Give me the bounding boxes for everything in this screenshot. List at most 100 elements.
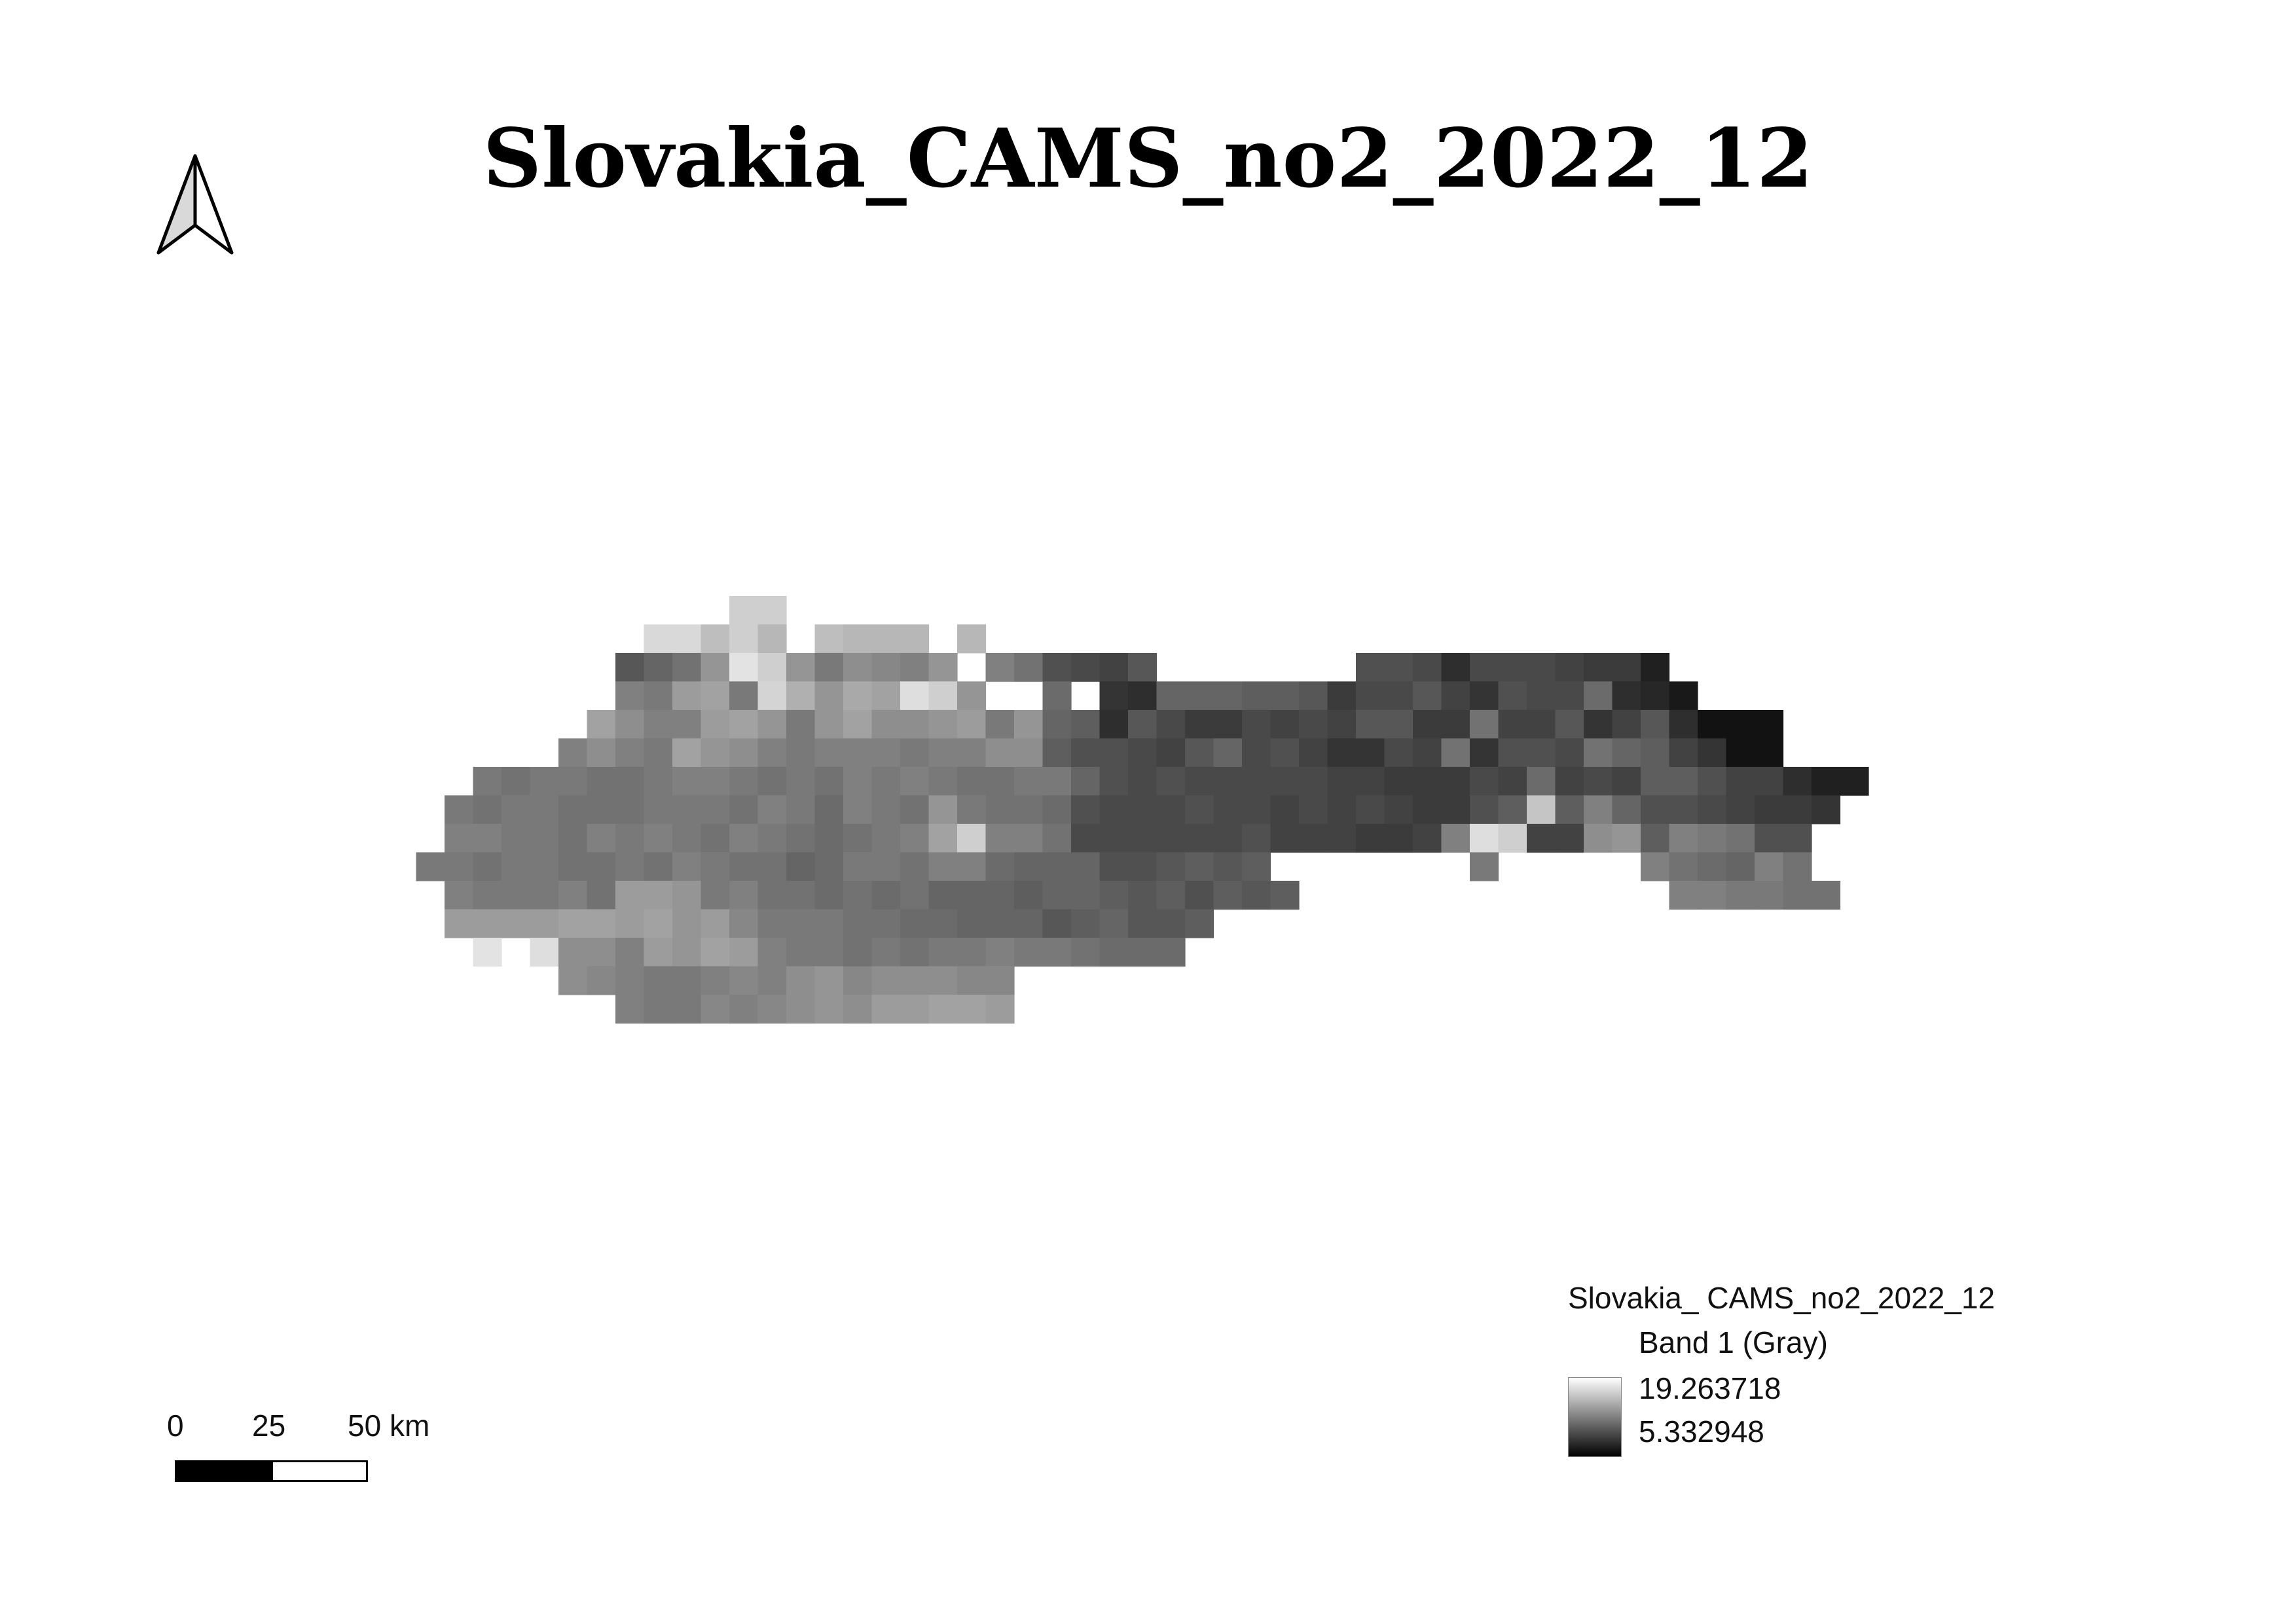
raster-cell bbox=[1099, 681, 1129, 710]
raster-cell bbox=[558, 881, 588, 910]
raster-cell bbox=[501, 909, 531, 938]
raster-cell bbox=[928, 909, 958, 938]
raster-cell bbox=[1156, 909, 1186, 938]
raster-cell bbox=[615, 824, 645, 853]
raster-cell bbox=[900, 681, 930, 710]
raster-cell bbox=[900, 738, 930, 767]
scale-bar: 0 25 50 km bbox=[160, 1408, 462, 1493]
raster-cell bbox=[1584, 767, 1613, 796]
raster-cell bbox=[672, 881, 702, 910]
raster-cell bbox=[1641, 767, 1670, 796]
raster-cell bbox=[701, 938, 730, 967]
raster-cell bbox=[672, 909, 702, 938]
scale-label-50km: 50 km bbox=[348, 1409, 430, 1443]
raster-cell bbox=[1213, 681, 1243, 710]
raster-cell bbox=[1555, 824, 1584, 853]
raster-cell bbox=[729, 824, 759, 853]
raster-cell bbox=[1071, 824, 1101, 853]
raster-cell bbox=[1669, 681, 1698, 710]
raster-cell bbox=[1755, 795, 1784, 824]
scale-bar-black-segment bbox=[177, 1462, 273, 1480]
raster-cell bbox=[672, 653, 702, 682]
raster-cell bbox=[701, 852, 730, 881]
raster-cell bbox=[1014, 795, 1044, 824]
raster-cell bbox=[871, 795, 901, 824]
raster-cell bbox=[501, 824, 531, 853]
raster-cell bbox=[928, 852, 958, 881]
raster-cell bbox=[985, 795, 1015, 824]
raster-cell bbox=[1698, 824, 1727, 853]
raster-cell bbox=[1014, 881, 1044, 910]
raster-cell bbox=[1356, 795, 1385, 824]
raster-cell bbox=[814, 966, 844, 995]
raster-cell bbox=[900, 710, 930, 739]
raster-cell bbox=[1441, 710, 1470, 739]
raster-cell bbox=[729, 852, 759, 881]
raster-cell bbox=[501, 767, 531, 796]
raster-cell bbox=[928, 738, 958, 767]
raster-cell bbox=[1470, 653, 1499, 682]
scale-label-25: 25 bbox=[252, 1409, 286, 1443]
raster-cell bbox=[1441, 681, 1470, 710]
raster-cell bbox=[587, 738, 616, 767]
raster-cell bbox=[757, 624, 787, 654]
raster-cell bbox=[1242, 881, 1271, 910]
raster-cell bbox=[1755, 710, 1784, 739]
raster-cell bbox=[786, 738, 816, 767]
raster-cell bbox=[1527, 738, 1556, 767]
raster-cell bbox=[786, 852, 816, 881]
raster-cell bbox=[1413, 710, 1442, 739]
raster-cell bbox=[1128, 795, 1157, 824]
raster-cell bbox=[957, 738, 987, 767]
raster-cell bbox=[501, 795, 531, 824]
raster-cell bbox=[729, 995, 759, 1024]
raster-cell bbox=[1612, 653, 1641, 682]
raster-cell bbox=[473, 795, 502, 824]
raster-cell bbox=[672, 767, 702, 796]
raster-cell bbox=[445, 795, 474, 824]
raster-cell bbox=[587, 852, 616, 881]
raster-cell bbox=[729, 738, 759, 767]
raster-cell bbox=[615, 938, 645, 967]
raster-cell bbox=[985, 881, 1015, 910]
raster-cell bbox=[1099, 767, 1129, 796]
raster-cell bbox=[1099, 938, 1129, 967]
raster-cell bbox=[729, 795, 759, 824]
raster-cell bbox=[871, 995, 901, 1024]
raster-cell bbox=[985, 966, 1015, 995]
raster-cell bbox=[1669, 824, 1698, 853]
raster-cell bbox=[1470, 824, 1499, 853]
raster-cell bbox=[701, 881, 730, 910]
raster-cell bbox=[1099, 653, 1129, 682]
raster-cell bbox=[558, 795, 588, 824]
raster-cell bbox=[1641, 738, 1670, 767]
raster-cell bbox=[814, 938, 844, 967]
raster-cell bbox=[1584, 710, 1613, 739]
raster-cell bbox=[1555, 738, 1584, 767]
raster-cell bbox=[1042, 681, 1072, 710]
raster-cell bbox=[729, 966, 759, 995]
raster-cell bbox=[1612, 795, 1641, 824]
raster-cell bbox=[1441, 738, 1470, 767]
legend-color-ramp bbox=[1568, 1377, 1622, 1457]
raster-cell bbox=[1498, 710, 1527, 739]
raster-cell bbox=[1185, 824, 1214, 853]
raster-cell bbox=[1014, 738, 1044, 767]
raster-cell bbox=[786, 767, 816, 796]
raster-cell bbox=[814, 909, 844, 938]
raster-cell bbox=[644, 938, 673, 967]
raster-cell bbox=[1384, 681, 1413, 710]
raster-cell bbox=[757, 738, 787, 767]
raster-cell bbox=[701, 909, 730, 938]
raster-cell bbox=[957, 681, 987, 710]
raster-cell bbox=[1327, 681, 1357, 710]
raster-cell bbox=[1384, 824, 1413, 853]
raster-cell bbox=[1584, 824, 1613, 853]
raster-cell bbox=[729, 710, 759, 739]
raster-cell bbox=[957, 938, 987, 967]
raster-cell bbox=[1783, 881, 1812, 910]
raster-cell bbox=[1470, 681, 1499, 710]
raster-cell bbox=[1783, 767, 1812, 796]
raster-cell bbox=[843, 995, 873, 1024]
raster-cell bbox=[558, 824, 588, 853]
